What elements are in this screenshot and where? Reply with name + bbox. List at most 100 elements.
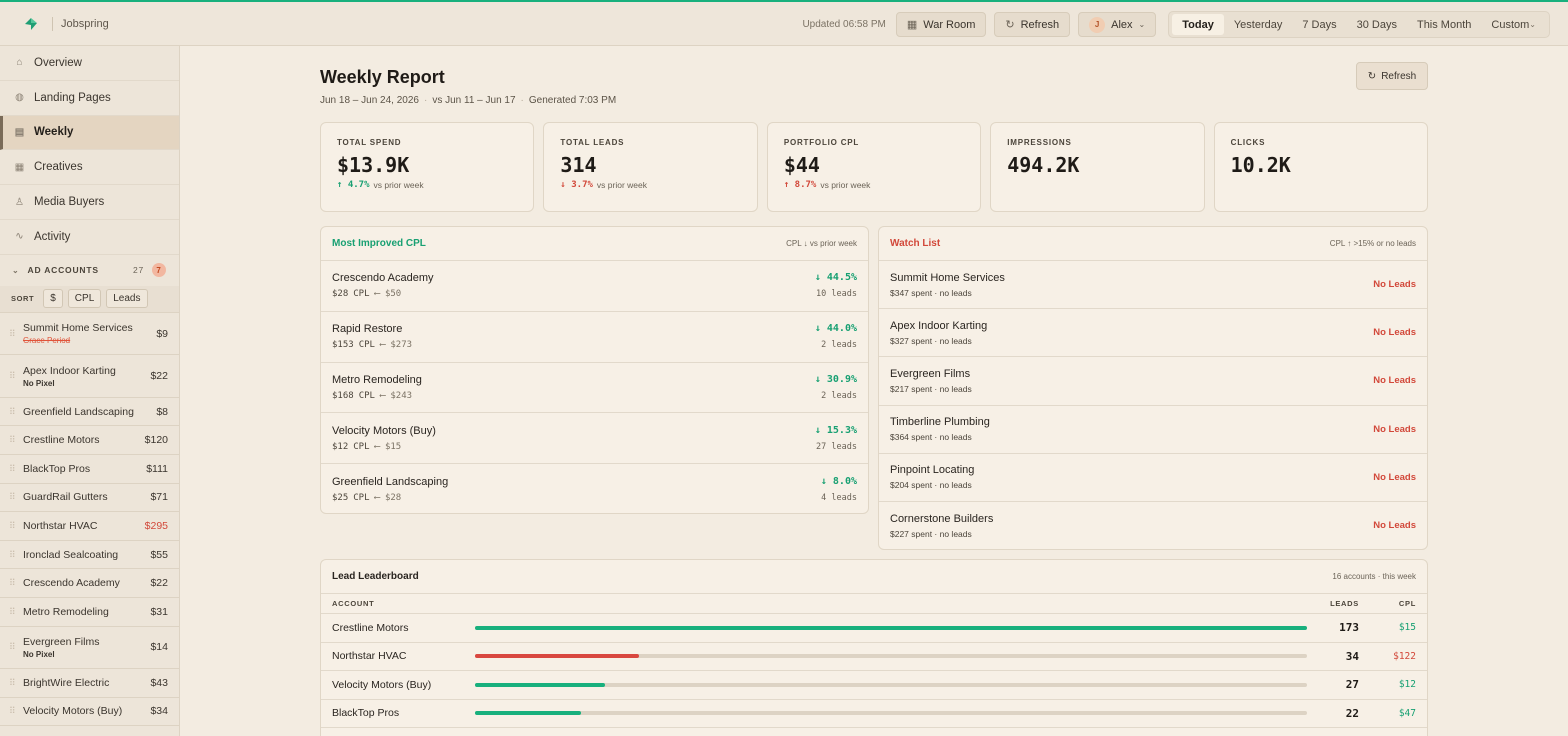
updated-time: Updated 06:58 PM xyxy=(802,19,886,30)
improved-row[interactable]: Metro Remodeling $168 CPL ⟵ $243 ↓ 30.9% 2 lea… xyxy=(321,363,868,414)
refresh-button[interactable]: ↻ Refresh xyxy=(994,12,1071,37)
account-item[interactable]: ⠿ Northstar HVAC $295 xyxy=(0,512,179,541)
drag-handle-icon[interactable]: ⠿ xyxy=(9,705,16,716)
account-item[interactable]: ⠿ GuardRail Gutters $71 xyxy=(0,484,179,513)
improved-row-stats: ↓ 8.0% 4 leads xyxy=(821,476,857,503)
spend-note: $204 spent · no leads xyxy=(890,480,972,491)
leads-bar xyxy=(475,625,1307,630)
improved-row[interactable]: Greenfield Landscaping $25 CPL ⟵ $28 ↓ 8.0% 4 … xyxy=(321,464,868,513)
panel-title: Watch List xyxy=(890,238,941,249)
user-menu[interactable]: J Alex ⌄ xyxy=(1078,12,1157,37)
range-option-custom[interactable]: Custom ⌄ xyxy=(1481,14,1546,35)
improved-row[interactable]: Rapid Restore $153 CPL ⟵ $273 ↓ 44.0% 2 leads xyxy=(321,312,868,363)
drag-handle-icon[interactable]: ⠿ xyxy=(9,491,16,502)
cpl-arrow: ⟵ xyxy=(374,289,380,300)
report-generated: Generated 7:03 PM xyxy=(528,95,617,106)
sidebar-item-landing-pages[interactable]: ◍ Landing Pages xyxy=(0,81,179,116)
drag-handle-icon[interactable]: ⠿ xyxy=(9,463,16,474)
drag-handle-icon[interactable]: ⠿ xyxy=(9,677,16,688)
range-option-yesterday[interactable]: Yesterday xyxy=(1233,18,1283,31)
sidebar-item-activity[interactable]: ∿ Activity xyxy=(0,220,179,255)
watch-row-info: Evergreen Films $217 spent · no leads xyxy=(890,368,972,394)
range-option-30-days[interactable]: 30 Days xyxy=(1356,18,1397,31)
drag-handle-icon[interactable]: ⠿ xyxy=(9,549,16,560)
ad-accounts-header[interactable]: ⌄ AD ACCOUNTS 27 7 xyxy=(0,255,179,286)
kpi-delta-value: ↑ 4.7% xyxy=(337,180,370,190)
date-range-selector: Today Yesterday 7 Days 30 Days This Month Cus… xyxy=(1168,11,1550,38)
kpi-delta-note: vs prior week xyxy=(373,180,424,190)
spend-note: $227 spent · no leads xyxy=(890,528,972,539)
drag-handle-icon[interactable]: ⠿ xyxy=(9,406,16,417)
leaderboard-row[interactable]: BlackTop Pros 22 $47 xyxy=(321,700,1427,728)
watch-row[interactable]: Cornerstone Builders $227 spent · no lead… xyxy=(879,502,1427,549)
account-item[interactable]: ⠿ Evergreen Films No Pixel $14 xyxy=(0,627,179,670)
logo-icon[interactable] xyxy=(22,15,40,33)
drag-handle-icon[interactable]: ⠿ xyxy=(9,520,16,531)
leaderboard-row[interactable]: Northstar HVAC 34 $122 xyxy=(321,643,1427,671)
kpi-card-total-spend: TOTAL SPEND $13.9K ↑ 4.7% vs prior week xyxy=(320,122,535,212)
leads-bar xyxy=(475,711,581,716)
account-item[interactable]: ⠿ Crescendo Academy $22 xyxy=(0,569,179,598)
watch-row[interactable]: Timberline Plumbing $364 spent · no leads… xyxy=(879,406,1427,454)
leads-value: 173 xyxy=(1339,621,1359,635)
watch-row[interactable]: Pinpoint Locating $204 spent · no leads No… xyxy=(879,454,1427,502)
sort-label: SORT xyxy=(11,294,35,304)
leads-value: 27 xyxy=(1345,678,1359,692)
sidebar-item-overview[interactable]: ⌂ Overview xyxy=(0,46,179,81)
account-item[interactable]: ⠿ BrightWire Electric $43 xyxy=(0,669,179,698)
account-item[interactable]: ⠿ BlackTop Pros $111 xyxy=(0,455,179,484)
cpl-prev: $50 xyxy=(384,289,402,300)
sidebar-item-weekly[interactable]: ▤ Weekly xyxy=(0,115,179,151)
drag-handle-icon[interactable]: ⠿ xyxy=(9,641,16,652)
account-item[interactable]: ⠿ Apex Indoor Karting No Pixel $22 xyxy=(0,355,179,398)
drag-handle-icon[interactable]: ⠿ xyxy=(9,434,16,445)
account-info: Summit Home Services Grace Period xyxy=(23,322,133,345)
cpl-cpl: $153 xyxy=(332,340,354,351)
sort-row: SORT $ CPL Leads xyxy=(0,285,179,313)
watch-row[interactable]: Summit Home Services $347 spent · no lead… xyxy=(879,261,1427,310)
kpi-delta-value: ↓ 3.7% xyxy=(560,180,593,190)
panel-meta: CPL ↑ >15% or no leads xyxy=(1329,239,1416,248)
lead-leaderboard-panel: Lead Leaderboard 16 accounts · this week… xyxy=(320,559,1428,736)
account-item[interactable]: ⠿ Greenfield Landscaping $8 xyxy=(0,398,179,427)
kpi-delta-note: vs prior week xyxy=(596,180,647,190)
account-name: Northstar HVAC xyxy=(23,519,98,532)
account-name: BrightWire Electric xyxy=(23,676,110,689)
improved-row-info: Crescendo Academy $28 CPL ⟵ $50 xyxy=(332,272,434,299)
range-option-7-days[interactable]: 7 Days xyxy=(1302,18,1337,31)
drag-handle-icon[interactable]: ⠿ xyxy=(9,328,16,339)
account-item[interactable]: ⠿ Summit Home Services Grace Period $9 xyxy=(0,313,179,356)
war-room-button[interactable]: ▦ War Room xyxy=(895,12,987,37)
sidebar-item-media-buyers[interactable]: ♙ Media Buyers xyxy=(0,185,179,220)
sidebar-item-creatives[interactable]: ▦ Creatives xyxy=(0,150,179,186)
cpl-value: $12 xyxy=(1398,679,1416,691)
range-option-today[interactable]: Today xyxy=(1172,14,1224,35)
sort-by-cpl-button[interactable]: CPL xyxy=(67,289,102,309)
improved-row[interactable]: Crescendo Academy $28 CPL ⟵ $50 ↓ 44.5% 10 lea… xyxy=(321,261,868,312)
leaderboard-row[interactable]: Velocity Motors (Buy) 27 $12 xyxy=(321,671,1427,700)
range-option-this-month[interactable]: This Month xyxy=(1416,18,1472,31)
account-item[interactable]: ⠿ Crestline Motors $120 xyxy=(0,426,179,455)
cpl-arrow: ⟵ xyxy=(374,492,380,503)
sort-by-leads-button[interactable]: Leads xyxy=(106,289,148,309)
cpl-improvement: ↓ 44.5% xyxy=(814,272,857,284)
account-item[interactable]: ⠿ Velocity Motors (Buy) $34 xyxy=(0,698,179,727)
leaderboard-row[interactable]: Crestline Motors 173 $15 xyxy=(321,614,1427,643)
account-item[interactable]: ⠿ Metro Remodeling $31 xyxy=(0,598,179,627)
kpi-value: $13.9K xyxy=(337,153,410,177)
panel-header: Lead Leaderboard 16 accounts · this week xyxy=(321,560,1427,594)
improved-row[interactable]: Velocity Motors (Buy) $12 CPL ⟵ $15 ↓ 15.3% 27… xyxy=(321,413,868,465)
sort-by-spend-button[interactable]: $ xyxy=(43,289,63,309)
cpl-value: $15 xyxy=(1398,622,1416,634)
drag-handle-icon[interactable]: ⠿ xyxy=(9,606,16,617)
drag-handle-icon[interactable]: ⠿ xyxy=(9,370,16,381)
lead-count: 27 leads xyxy=(816,441,857,452)
account-name: Crescendo Academy xyxy=(23,577,120,590)
watch-row[interactable]: Evergreen Films $217 spent · no leads No L… xyxy=(879,357,1427,406)
account-item[interactable]: ⠿ Ironclad Sealcoating $55 xyxy=(0,541,179,570)
account-name: Velocity Motors (Buy) xyxy=(332,424,436,437)
drag-handle-icon[interactable]: ⠿ xyxy=(9,577,16,588)
brand-name: Jobspring xyxy=(61,17,109,30)
report-refresh-button[interactable]: ↻ Refresh xyxy=(1356,62,1428,90)
watch-row[interactable]: Apex Indoor Karting $327 spent · no leads… xyxy=(879,309,1427,358)
